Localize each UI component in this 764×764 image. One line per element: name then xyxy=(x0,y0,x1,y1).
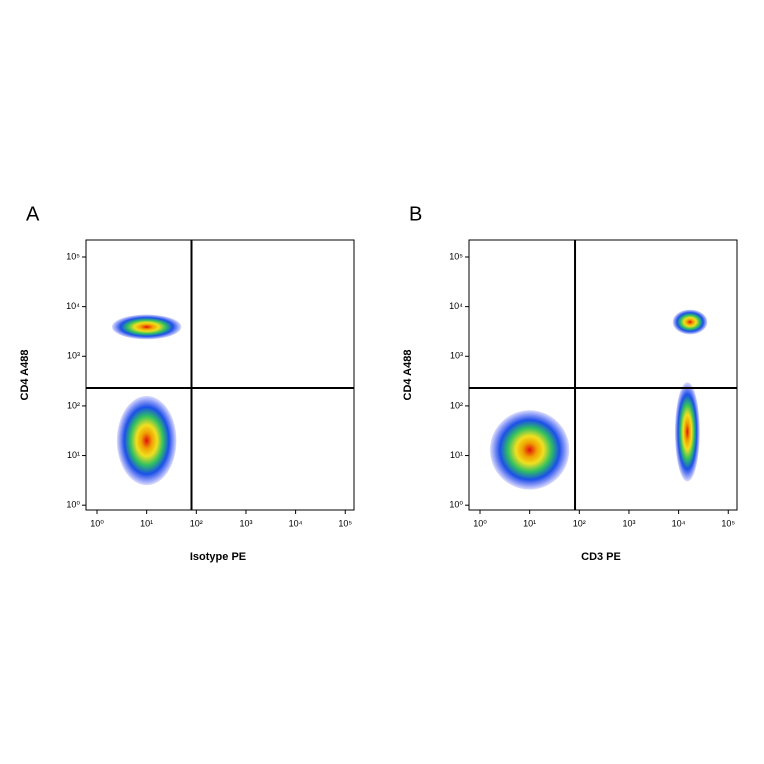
y-tick-label: 10⁵ xyxy=(66,251,80,261)
x-tick-label: 10⁵ xyxy=(338,518,352,528)
y-tick-label: 10² xyxy=(450,400,463,410)
y-axis-label: CD4 A488 xyxy=(402,350,414,401)
panel-label: A xyxy=(26,203,40,225)
y-tick-label: 10⁴ xyxy=(449,301,463,311)
y-tick-label: 10¹ xyxy=(450,450,463,460)
population xyxy=(111,314,182,340)
x-tick-label: 10¹ xyxy=(523,518,536,528)
y-tick-label: 10⁵ xyxy=(449,251,463,261)
y-tick-label: 10⁴ xyxy=(66,301,80,311)
panel-label: B xyxy=(409,203,422,225)
x-tick-label: 10⁴ xyxy=(289,518,303,528)
y-tick-label: 10⁰ xyxy=(449,500,463,510)
plot-frame xyxy=(85,239,355,511)
y-tick-label: 10¹ xyxy=(67,450,80,460)
population xyxy=(116,395,177,486)
x-axis-label: Isotype PE xyxy=(190,551,246,563)
x-tick-label: 10⁴ xyxy=(672,518,686,528)
x-axis-label: CD3 PE xyxy=(581,551,621,563)
x-tick-label: 10⁰ xyxy=(473,518,487,528)
y-tick-label: 10² xyxy=(67,400,80,410)
y-tick-label: 10⁰ xyxy=(66,500,80,510)
population xyxy=(674,382,700,482)
x-tick-label: 10³ xyxy=(622,518,635,528)
x-tick-label: 10¹ xyxy=(140,518,153,528)
x-tick-label: 10² xyxy=(573,518,586,528)
plot-frame xyxy=(468,239,738,511)
x-tick-label: 10² xyxy=(190,518,203,528)
x-tick-label: 10³ xyxy=(239,518,252,528)
x-tick-label: 10⁵ xyxy=(721,518,735,528)
population xyxy=(672,309,708,335)
population xyxy=(489,410,570,490)
y-tick-label: 10³ xyxy=(67,351,80,361)
x-tick-label: 10⁰ xyxy=(90,518,104,528)
y-tick-label: 10³ xyxy=(450,351,463,361)
y-axis-label: CD4 A488 xyxy=(19,350,31,401)
